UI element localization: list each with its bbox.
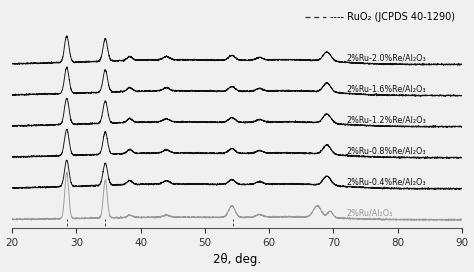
Legend: ---- RuO₂ (JCPDS 40-1290): ---- RuO₂ (JCPDS 40-1290) xyxy=(303,10,457,24)
X-axis label: 2θ, deg.: 2θ, deg. xyxy=(213,254,261,267)
Text: 2%Ru-0.4%Re/Al₂O₃: 2%Ru-0.4%Re/Al₂O₃ xyxy=(346,178,426,187)
Text: 2%Ru/Al₂O₃: 2%Ru/Al₂O₃ xyxy=(346,208,392,217)
Text: 2%Ru-2.0%Re/Al₂O₃: 2%Ru-2.0%Re/Al₂O₃ xyxy=(346,54,426,63)
Text: 2%Ru-0.8%Re/Al₂O₃: 2%Ru-0.8%Re/Al₂O₃ xyxy=(346,147,426,156)
Text: 2%Ru-1.6%Re/Al₂O₃: 2%Ru-1.6%Re/Al₂O₃ xyxy=(346,85,426,94)
Text: 2%Ru-1.2%Re/Al₂O₃: 2%Ru-1.2%Re/Al₂O₃ xyxy=(346,116,426,125)
